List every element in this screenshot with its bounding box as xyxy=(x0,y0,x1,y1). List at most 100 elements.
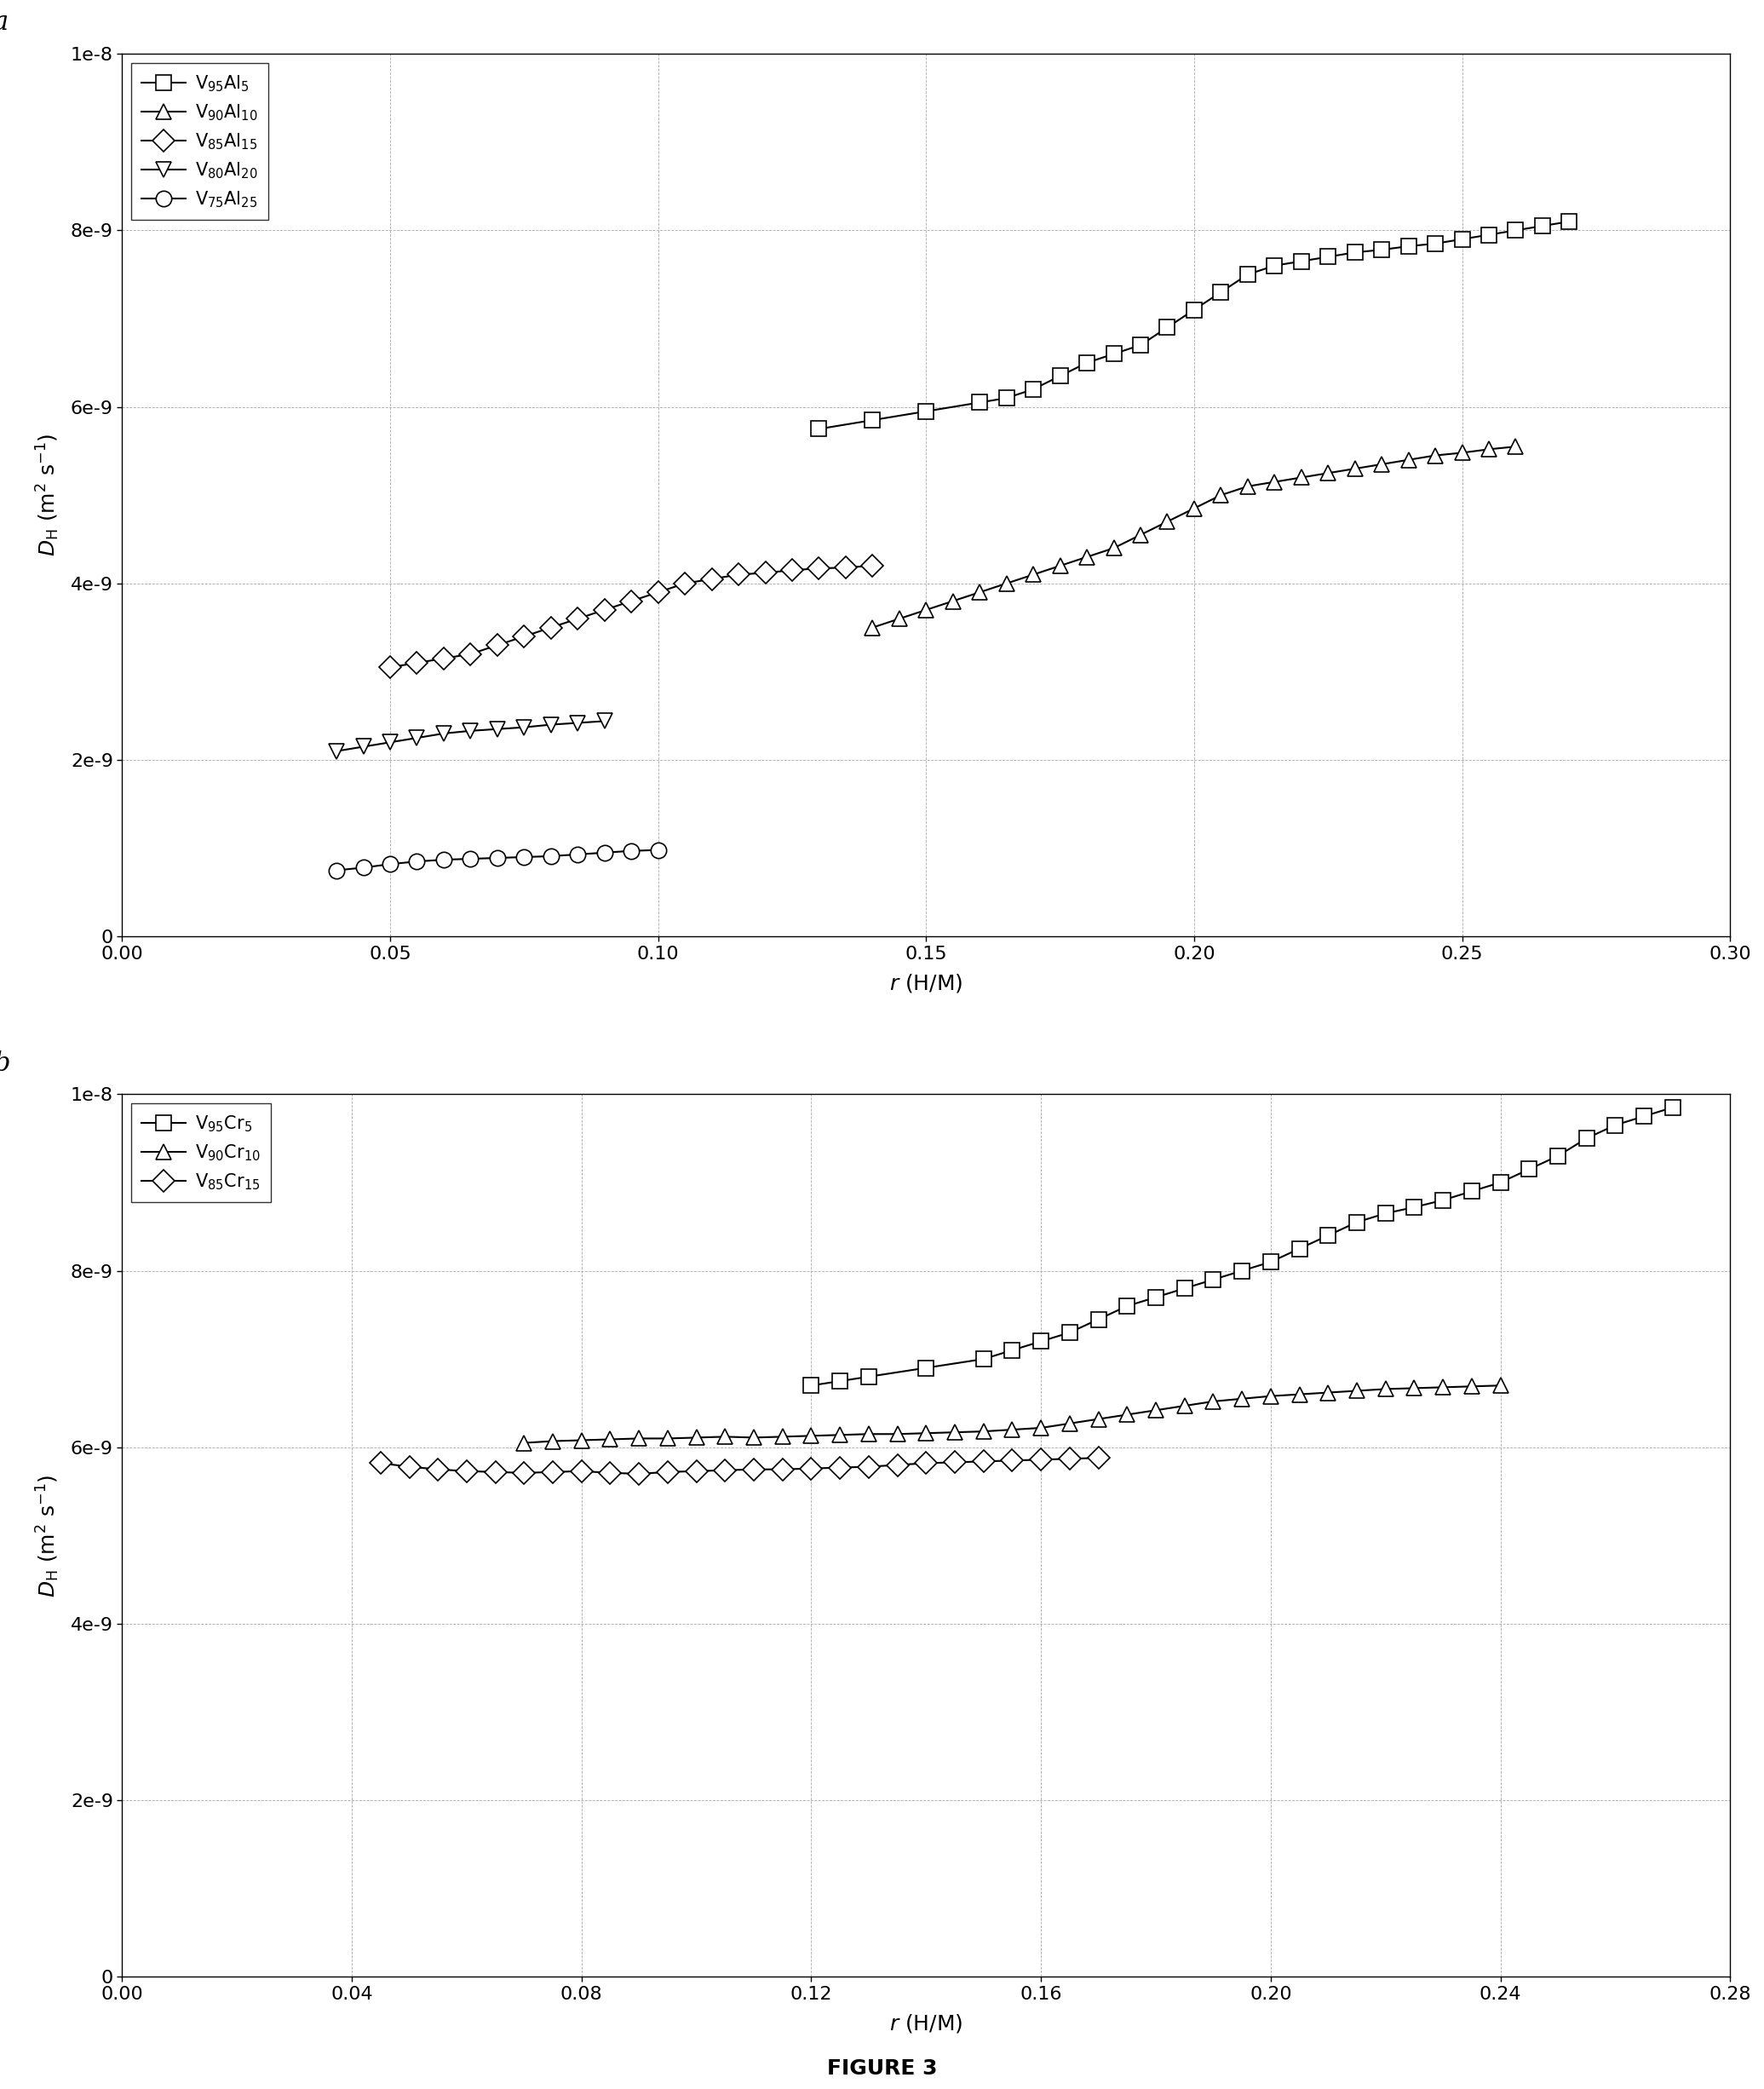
V$_{80}$Al$_{20}$ xyxy=(326,740,348,765)
V$_{95}$Cr$_5$ xyxy=(1633,1103,1655,1128)
V$_{90}$Cr$_{10}$ xyxy=(1432,1375,1454,1400)
V$_{95}$Al$_5$ xyxy=(1318,244,1339,269)
Text: FIGURE 3: FIGURE 3 xyxy=(827,2058,937,2079)
V$_{90}$Al$_{10}$ xyxy=(1318,460,1339,485)
Y-axis label: $D_{\mathrm{H}}$ (m$^2$ s$^{-1}$): $D_{\mathrm{H}}$ (m$^2$ s$^{-1}$) xyxy=(35,1475,62,1598)
V$_{85}$Al$_{15}$ xyxy=(434,646,455,671)
V$_{95}$Cr$_5$ xyxy=(1002,1337,1023,1362)
V$_{85}$Cr$_{15}$ xyxy=(916,1450,937,1475)
V$_{90}$Cr$_{10}$ xyxy=(1318,1381,1339,1406)
V$_{75}$Al$_{25}$ xyxy=(594,840,616,865)
V$_{90}$Al$_{10}$ xyxy=(1371,451,1392,476)
V$_{80}$Al$_{20}$ xyxy=(568,710,589,735)
V$_{90}$Cr$_{10}$ xyxy=(1058,1410,1080,1435)
V$_{95}$Al$_5$ xyxy=(1531,213,1552,238)
V$_{80}$Al$_{20}$ xyxy=(540,712,561,737)
V$_{95}$Cr$_5$ xyxy=(1662,1095,1683,1120)
V$_{90}$Al$_{10}$ xyxy=(1184,495,1205,520)
V$_{90}$Al$_{10}$ xyxy=(1131,522,1152,547)
V$_{95}$Cr$_5$ xyxy=(1145,1285,1166,1310)
V$_{90}$Cr$_{10}$ xyxy=(1203,1389,1224,1414)
V$_{80}$Al$_{20}$ xyxy=(487,717,508,742)
V$_{90}$Al$_{10}$ xyxy=(889,606,910,631)
V$_{90}$Cr$_{10}$ xyxy=(1374,1377,1395,1402)
V$_{95}$Al$_5$ xyxy=(1265,253,1286,278)
V$_{90}$Cr$_{10}$ xyxy=(916,1421,937,1446)
V$_{90}$Cr$_{10}$ xyxy=(974,1418,995,1443)
V$_{95}$Al$_5$ xyxy=(1478,221,1499,247)
Text: a: a xyxy=(0,10,9,36)
V$_{90}$Al$_{10}$ xyxy=(1076,545,1097,570)
V$_{90}$Cr$_{10}$ xyxy=(887,1421,908,1446)
V$_{95}$Al$_5$ xyxy=(1210,280,1231,305)
V$_{75}$Al$_{25}$ xyxy=(487,846,508,871)
V$_{85}$Al$_{15}$ xyxy=(808,556,829,581)
V$_{95}$Al$_5$ xyxy=(1344,240,1365,265)
V$_{95}$Cr$_5$ xyxy=(857,1364,878,1389)
Line: V$_{85}$Al$_{15}$: V$_{85}$Al$_{15}$ xyxy=(383,558,880,675)
V$_{90}$Cr$_{10}$ xyxy=(743,1425,764,1450)
V$_{95}$Cr$_5$ xyxy=(1491,1170,1512,1195)
Line: V$_{85}$Cr$_{15}$: V$_{85}$Cr$_{15}$ xyxy=(372,1450,1106,1481)
V$_{95}$Al$_5$ xyxy=(916,399,937,424)
V$_{85}$Al$_{15}$ xyxy=(460,641,482,666)
V$_{85}$Al$_{15}$ xyxy=(755,560,776,585)
V$_{85}$Cr$_{15}$ xyxy=(801,1456,822,1481)
V$_{90}$Al$_{10}$ xyxy=(1452,441,1473,466)
V$_{90}$Al$_{10}$ xyxy=(1023,562,1044,587)
V$_{95}$Cr$_5$ xyxy=(1088,1308,1110,1333)
V$_{75}$Al$_{25}$ xyxy=(460,846,482,871)
V$_{85}$Al$_{15}$ xyxy=(568,606,589,631)
V$_{85}$Cr$_{15}$ xyxy=(572,1458,593,1483)
V$_{95}$Cr$_5$ xyxy=(1058,1320,1080,1345)
Line: V$_{80}$Al$_{20}$: V$_{80}$Al$_{20}$ xyxy=(328,712,612,758)
V$_{85}$Cr$_{15}$ xyxy=(1002,1448,1023,1473)
V$_{95}$Al$_5$ xyxy=(1425,232,1446,257)
V$_{90}$Al$_{10}$ xyxy=(1425,443,1446,468)
V$_{95}$Cr$_5$ xyxy=(1203,1268,1224,1293)
V$_{90}$Cr$_{10}$ xyxy=(944,1421,965,1446)
V$_{85}$Cr$_{15}$ xyxy=(1088,1446,1110,1471)
V$_{90}$Cr$_{10}$ xyxy=(1491,1372,1512,1398)
V$_{90}$Cr$_{10}$ xyxy=(857,1421,878,1446)
V$_{80}$Al$_{20}$ xyxy=(379,729,400,754)
V$_{90}$Cr$_{10}$ xyxy=(1259,1383,1281,1408)
V$_{90}$Cr$_{10}$ xyxy=(1404,1377,1425,1402)
V$_{90}$Al$_{10}$ xyxy=(1344,455,1365,480)
V$_{90}$Al$_{10}$ xyxy=(1265,470,1286,495)
V$_{75}$Al$_{25}$ xyxy=(568,842,589,867)
V$_{85}$Cr$_{15}$ xyxy=(513,1460,534,1485)
V$_{85}$Cr$_{15}$ xyxy=(600,1460,621,1485)
V$_{90}$Cr$_{10}$ xyxy=(1231,1387,1252,1412)
V$_{85}$Cr$_{15}$ xyxy=(1058,1446,1080,1471)
V$_{95}$Cr$_5$ xyxy=(1519,1157,1540,1182)
V$_{85}$Cr$_{15}$ xyxy=(714,1458,736,1483)
V$_{75}$Al$_{25}$ xyxy=(434,848,455,873)
V$_{85}$Al$_{15}$ xyxy=(594,597,616,623)
V$_{95}$Cr$_5$ xyxy=(1547,1143,1568,1168)
V$_{95}$Cr$_5$ xyxy=(1432,1189,1454,1214)
V$_{75}$Al$_{25}$ xyxy=(406,848,427,873)
V$_{90}$Cr$_{10}$ xyxy=(773,1425,794,1450)
V$_{85}$Cr$_{15}$ xyxy=(887,1452,908,1477)
V$_{95}$Al$_5$ xyxy=(1371,238,1392,263)
V$_{85}$Cr$_{15}$ xyxy=(974,1450,995,1475)
V$_{80}$Al$_{20}$ xyxy=(434,721,455,746)
V$_{95}$Cr$_5$ xyxy=(829,1368,850,1393)
V$_{85}$Cr$_{15}$ xyxy=(628,1460,649,1485)
V$_{95}$Al$_5$ xyxy=(1157,315,1178,341)
V$_{85}$Al$_{15}$ xyxy=(487,633,508,658)
V$_{90}$Cr$_{10}$ xyxy=(1002,1416,1023,1441)
V$_{90}$Cr$_{10}$ xyxy=(1117,1402,1138,1427)
V$_{85}$Cr$_{15}$ xyxy=(829,1456,850,1481)
V$_{75}$Al$_{25}$ xyxy=(379,852,400,877)
V$_{85}$Al$_{15}$ xyxy=(674,570,695,595)
V$_{95}$Al$_5$ xyxy=(1291,249,1312,274)
V$_{95}$Al$_5$ xyxy=(1452,226,1473,251)
V$_{85}$Al$_{15}$ xyxy=(729,562,750,587)
V$_{95}$Cr$_5$ xyxy=(1575,1126,1596,1151)
V$_{95}$Cr$_5$ xyxy=(801,1372,822,1398)
V$_{90}$Cr$_{10}$ xyxy=(1346,1379,1367,1404)
V$_{80}$Al$_{20}$ xyxy=(594,708,616,733)
V$_{75}$Al$_{25}$ xyxy=(647,838,669,863)
